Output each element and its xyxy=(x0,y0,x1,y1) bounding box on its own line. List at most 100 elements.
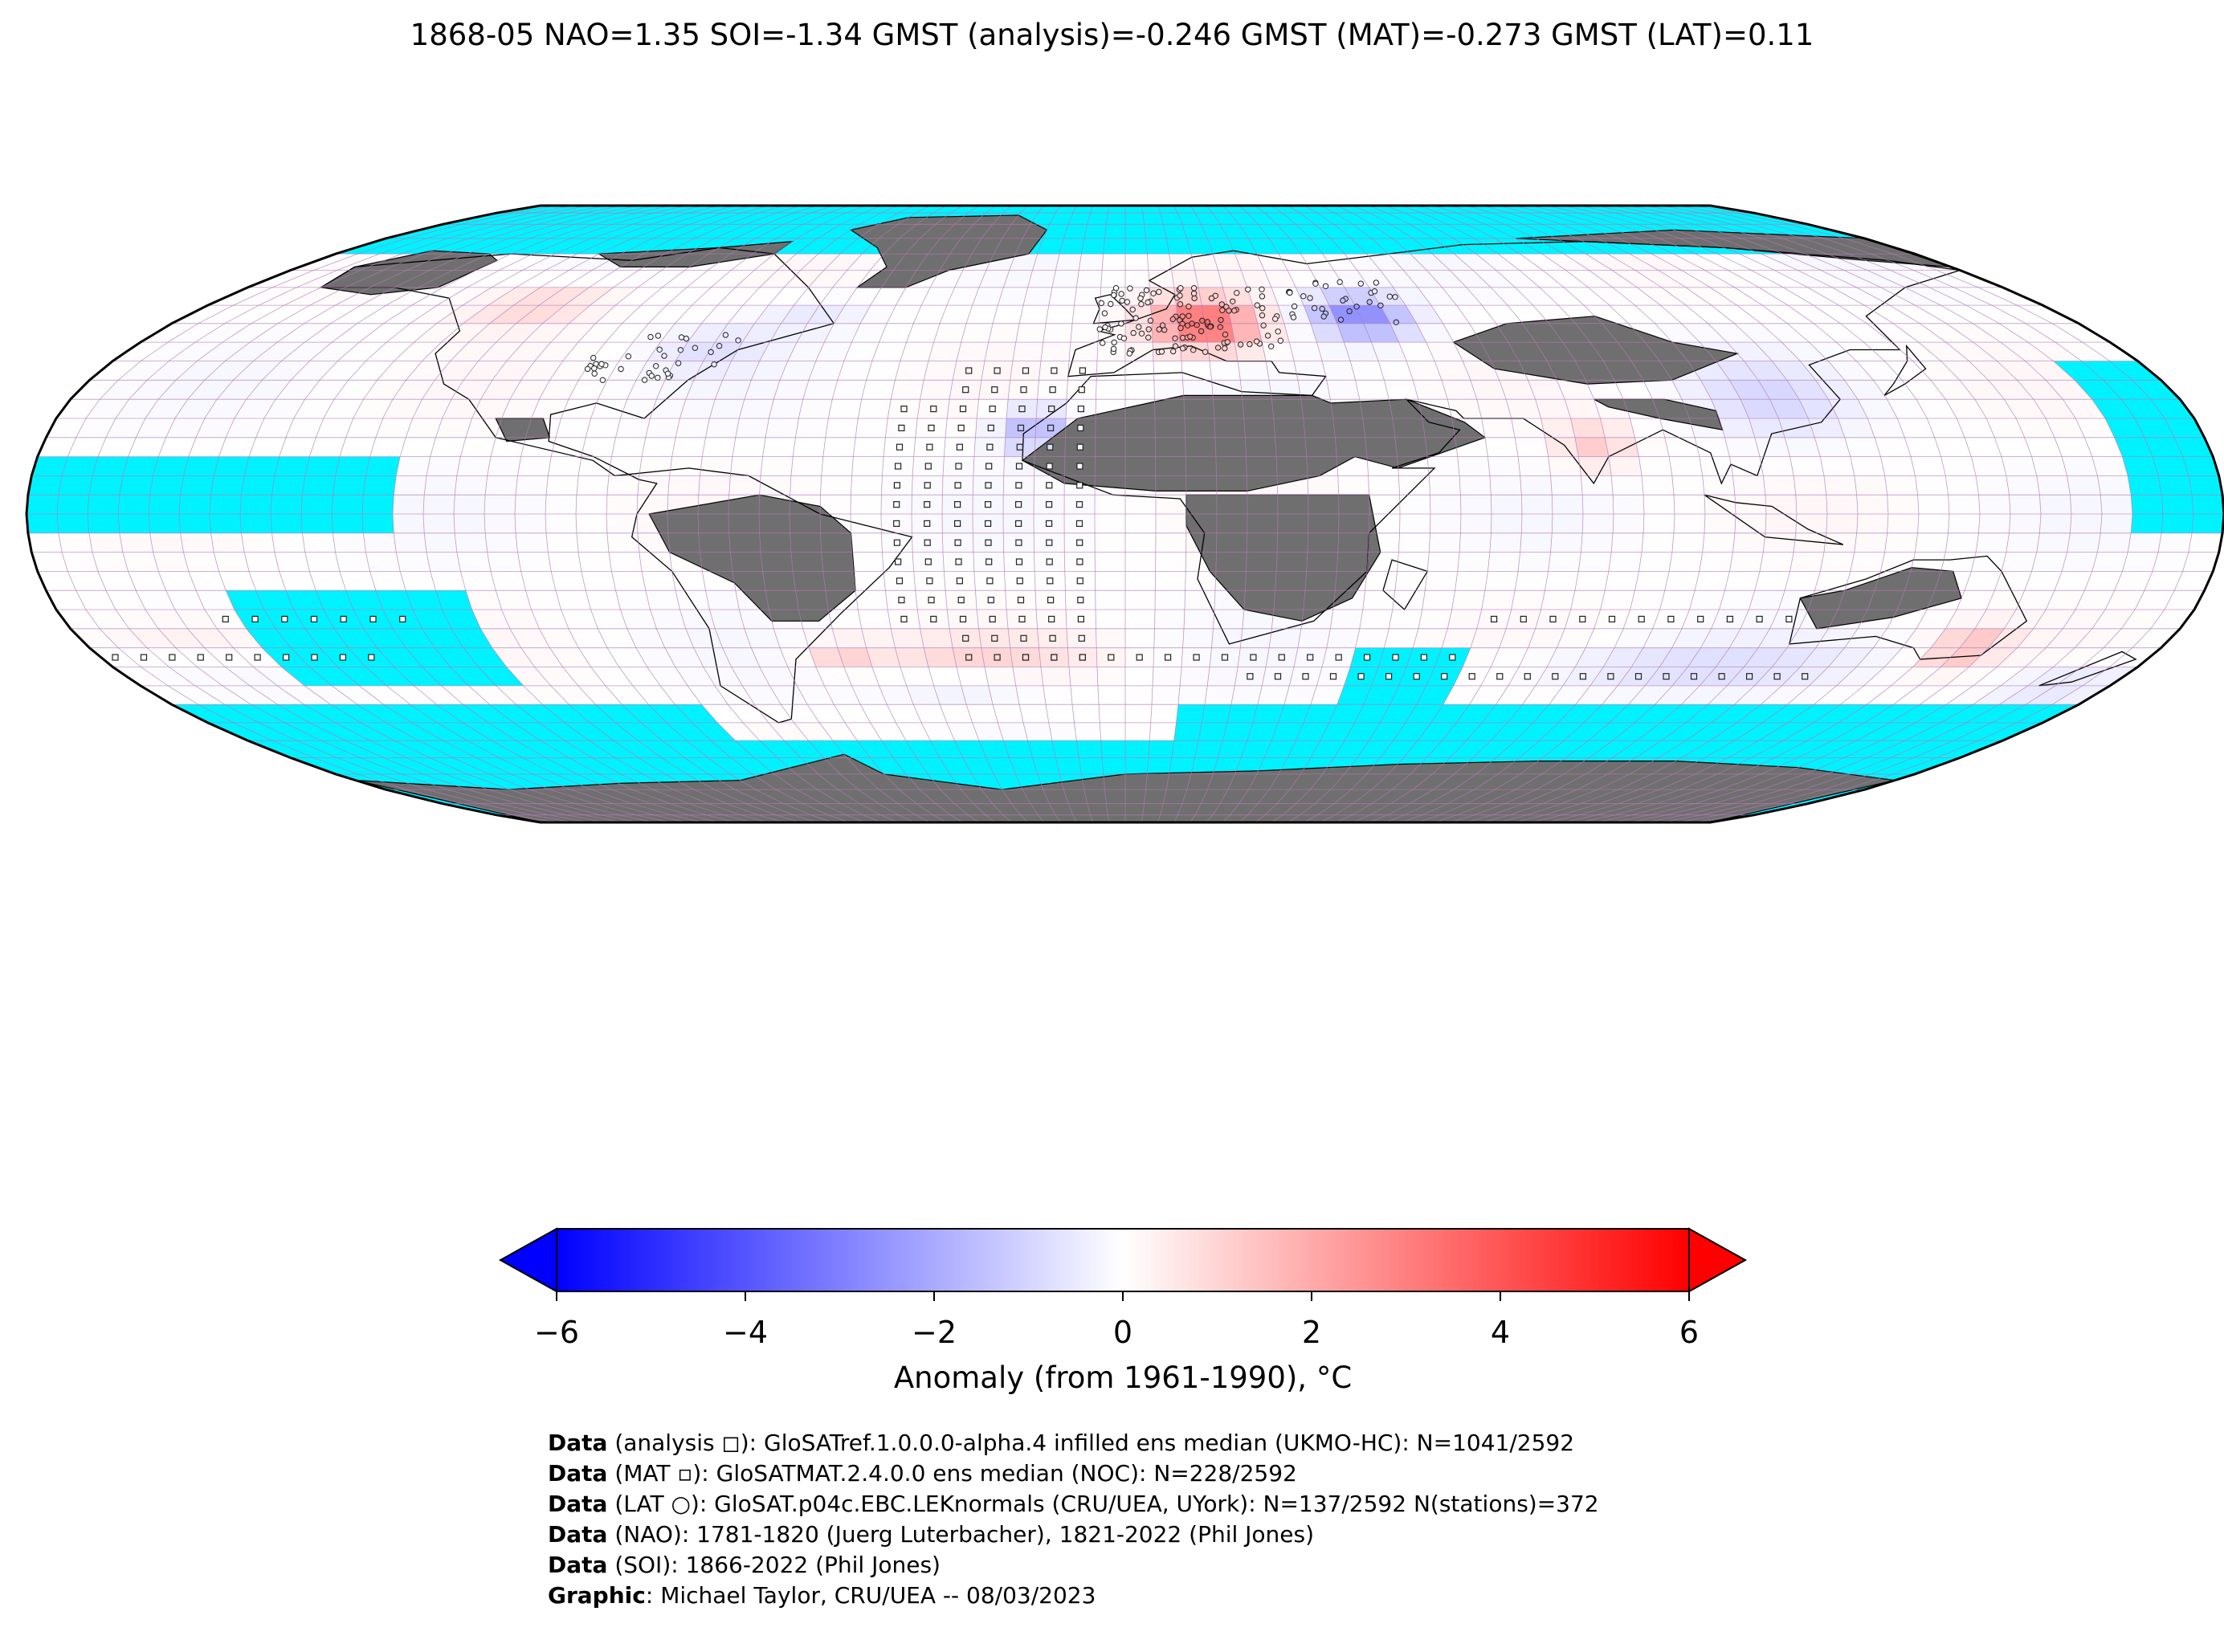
grid-cell xyxy=(759,270,801,288)
obs-square xyxy=(894,463,902,470)
grid-cell xyxy=(722,647,760,667)
grid-cell xyxy=(993,704,1024,723)
grid-cell xyxy=(180,532,214,553)
grid-cell xyxy=(168,685,225,705)
obs-square xyxy=(986,577,994,585)
grid-cell xyxy=(2039,514,2071,533)
station-circle xyxy=(1377,302,1384,308)
station-circle xyxy=(1202,349,1209,355)
grid-cell xyxy=(887,305,922,324)
grid-cell xyxy=(642,571,676,591)
obs-square xyxy=(1302,673,1309,680)
grid-cell xyxy=(1661,287,1712,306)
grid-cell xyxy=(1820,456,1855,476)
obs-square xyxy=(1046,482,1053,489)
grid-cell xyxy=(1724,437,1760,457)
grid-cell xyxy=(400,437,436,457)
obs-square xyxy=(1108,654,1115,661)
grid-cell xyxy=(430,437,466,457)
grid-cell xyxy=(330,305,386,324)
grid-cell xyxy=(450,342,496,361)
obs-square xyxy=(924,500,931,508)
grid-cell xyxy=(1783,287,1839,306)
grid-cell xyxy=(1466,287,1508,306)
grid-cell xyxy=(590,610,627,629)
obs-square xyxy=(1307,654,1314,661)
grid-cell xyxy=(1836,342,1885,361)
station-circle xyxy=(1353,304,1360,310)
grid-cell xyxy=(2000,342,2054,361)
grid-cell xyxy=(424,532,457,553)
grid-cell xyxy=(480,380,521,400)
grid-cell xyxy=(1600,590,1635,610)
grid-cell xyxy=(1828,361,1874,381)
grid-cell xyxy=(870,287,906,306)
grid-cell xyxy=(648,305,692,324)
grid-cell xyxy=(253,342,305,361)
grid-cell xyxy=(1864,305,1920,324)
obs-square xyxy=(1077,406,1085,413)
grid-cell xyxy=(1789,552,1824,572)
grid-cell xyxy=(1519,270,1565,288)
grid-cell xyxy=(214,552,249,572)
grid-cell xyxy=(1911,552,1946,572)
grid-cell xyxy=(100,628,147,648)
grid-cell xyxy=(1976,532,2010,553)
grid-cell xyxy=(1772,647,1816,667)
grid-cell xyxy=(828,610,862,629)
obs-square xyxy=(1726,615,1733,623)
grid-cell xyxy=(1100,722,1125,741)
grid-cell xyxy=(414,685,463,705)
grid-cell xyxy=(984,667,1016,686)
grid-cell xyxy=(460,437,496,457)
grid-cell xyxy=(1696,254,1752,271)
station-circle xyxy=(647,333,654,341)
grid-cell xyxy=(1946,323,2001,343)
grid-cell xyxy=(1699,552,1733,572)
grid-cell xyxy=(795,418,829,438)
grid-cell xyxy=(274,552,310,572)
obs-square xyxy=(1385,673,1393,680)
grid-cell xyxy=(1585,628,1624,648)
grid-cell xyxy=(515,514,546,533)
grid-cell xyxy=(218,437,256,457)
grid-cell xyxy=(581,437,616,457)
obs-square xyxy=(987,596,994,604)
grid-cell xyxy=(851,532,883,553)
grid-cell xyxy=(58,532,92,553)
grid-cell xyxy=(2016,418,2055,438)
grid-cell xyxy=(1655,685,1700,705)
grid-cell xyxy=(1520,254,1566,271)
grid-cell xyxy=(357,305,412,324)
grid-cell xyxy=(1012,667,1043,686)
grid-cell xyxy=(920,380,953,400)
obs-square xyxy=(1047,577,1054,585)
station-circle xyxy=(1145,334,1152,341)
grid-cell xyxy=(845,287,882,306)
grid-cell xyxy=(650,610,686,629)
grid-cell xyxy=(1988,628,2034,648)
grid-cell xyxy=(1283,685,1317,705)
grid-cell xyxy=(496,590,532,610)
grid-cell xyxy=(1953,287,2018,306)
grid-cell xyxy=(1515,287,1559,306)
grid-cell xyxy=(1613,514,1644,533)
grid-cell xyxy=(568,380,608,400)
grid-cell xyxy=(2027,667,2082,686)
grid-cell xyxy=(1880,287,1941,306)
station-circle xyxy=(625,353,632,360)
grid-cell xyxy=(787,667,825,686)
grid-cell xyxy=(501,399,540,418)
grid-cell xyxy=(106,590,145,610)
station-circle xyxy=(1172,335,1178,341)
grid-cell xyxy=(1540,418,1575,438)
grid-cell xyxy=(2082,342,2138,361)
grid-cell xyxy=(1729,380,1770,400)
grid-cell xyxy=(1986,418,2025,438)
grid-cell xyxy=(1125,610,1155,629)
grid-cell xyxy=(1125,254,1149,271)
grid-cell xyxy=(145,610,188,629)
grid-cell xyxy=(2062,552,2098,572)
grid-cell xyxy=(456,552,491,572)
obs-square xyxy=(924,539,931,546)
